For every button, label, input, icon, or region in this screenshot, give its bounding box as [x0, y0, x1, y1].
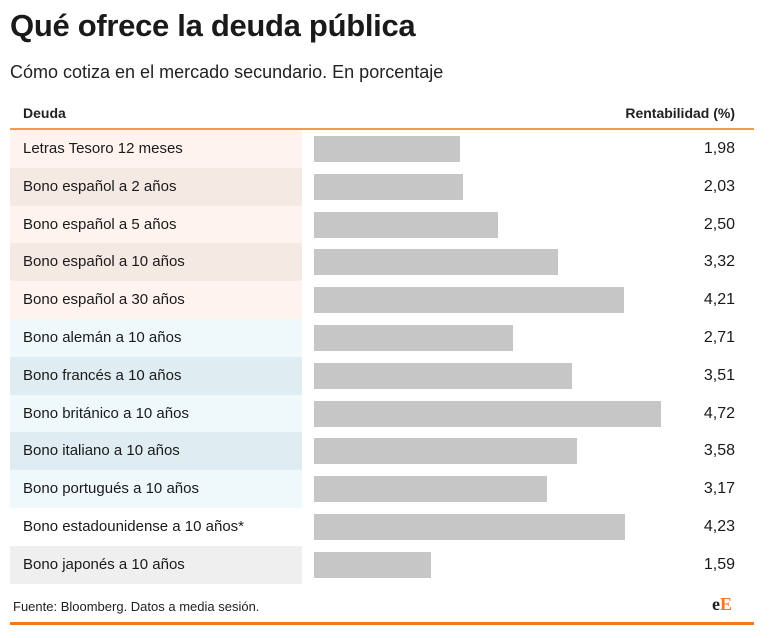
- table-row: Bono estadounidense a 10 años* 4,23: [10, 507, 754, 546]
- bar: [314, 211, 498, 238]
- row-label: Bono español a 2 años: [23, 177, 177, 195]
- table-row: Letras Tesoro 12 meses 1,98: [10, 130, 754, 168]
- row-label: Letras Tesoro 12 meses: [23, 140, 183, 157]
- bar: [314, 287, 624, 314]
- bar: [314, 438, 578, 465]
- bar-cell: [302, 394, 754, 433]
- row-label: Bono italiano a 10 años: [23, 442, 180, 460]
- row-label: Bono español a 10 años: [23, 253, 185, 271]
- bar-cell: [302, 470, 754, 508]
- table-row: Bono japonés a 10 años 1,59: [10, 545, 754, 584]
- table-row: Bono español a 10 años 3,32: [10, 243, 754, 282]
- row-label: Bono español a 5 años: [23, 215, 177, 233]
- bar-cell: [302, 243, 754, 282]
- row-label: Bono británico a 10 años: [23, 404, 189, 422]
- bar: [314, 551, 432, 578]
- row-value: 1,59: [703, 555, 735, 573]
- row-value: 3,58: [703, 442, 735, 460]
- bar-cell: [302, 167, 754, 206]
- table-header: Deuda Rentabilidad (%): [10, 97, 754, 130]
- bar: [314, 136, 460, 162]
- column-header-rentabilidad: Rentabilidad (%): [625, 105, 735, 121]
- bar: [314, 173, 464, 200]
- row-label: Bono alemán a 10 años: [23, 328, 182, 346]
- source-note: Fuente: Bloomberg. Datos a media sesión.: [13, 599, 260, 614]
- bar-cell: [302, 318, 754, 357]
- bar: [314, 362, 573, 389]
- bar: [314, 400, 662, 427]
- chart-subtitle: Cómo cotiza en el mercado secundario. En…: [10, 62, 444, 82]
- bar-cell: [302, 432, 754, 471]
- bar: [314, 513, 626, 540]
- row-value: 3,51: [703, 366, 735, 384]
- table-rows: Letras Tesoro 12 meses 1,98 Bono español a…: [10, 130, 754, 584]
- table-row: Bono español a 5 años 2,50: [10, 205, 754, 244]
- row-value: 2,50: [703, 215, 735, 233]
- table-row: Bono británico a 10 años 4,72: [10, 394, 754, 433]
- bar-cell: [302, 507, 754, 546]
- row-value: 3,17: [703, 480, 735, 498]
- bar-cell: [302, 130, 754, 168]
- bar: [314, 324, 514, 351]
- row-label: Bono francés a 10 años: [23, 366, 182, 384]
- bar: [314, 249, 559, 276]
- row-label: Bono portugués a 10 años: [23, 480, 199, 498]
- row-label: Bono estadounidense a 10 años*: [23, 517, 245, 535]
- row-value: 4,23: [703, 517, 735, 535]
- bar-cell: [302, 545, 754, 584]
- table-row: Bono italiano a 10 años 3,58: [10, 432, 754, 471]
- row-value: 3,32: [703, 253, 735, 271]
- bar-cell: [302, 356, 754, 395]
- row-value: 2,03: [703, 177, 735, 195]
- row-label: Bono español a 30 años: [23, 291, 185, 309]
- bar-cell: [302, 281, 754, 319]
- row-value: 2,71: [703, 328, 735, 346]
- table-row: Bono francés a 10 años 3,51: [10, 356, 754, 395]
- bond-yield-table: Deuda Rentabilidad (%) Letras Tesoro 12 …: [10, 97, 754, 584]
- column-header-deuda: Deuda: [23, 105, 66, 121]
- bar-cell: [302, 205, 754, 244]
- table-row: Bono español a 2 años 2,03: [10, 167, 754, 206]
- publisher-logo: eE: [712, 594, 733, 614]
- bar: [314, 476, 548, 503]
- table-row: Bono español a 30 años 4,21: [10, 281, 754, 319]
- row-value: 4,21: [703, 291, 735, 309]
- row-value: 1,98: [703, 140, 735, 157]
- row-value: 4,72: [703, 404, 735, 422]
- row-label: Bono japonés a 10 años: [23, 555, 185, 573]
- table-row: Bono portugués a 10 años 3,17: [10, 470, 754, 508]
- chart-title: Qué ofrece la deuda pública: [10, 8, 416, 43]
- bottom-rule: [10, 622, 754, 625]
- table-row: Bono alemán a 10 años 2,71: [10, 318, 754, 357]
